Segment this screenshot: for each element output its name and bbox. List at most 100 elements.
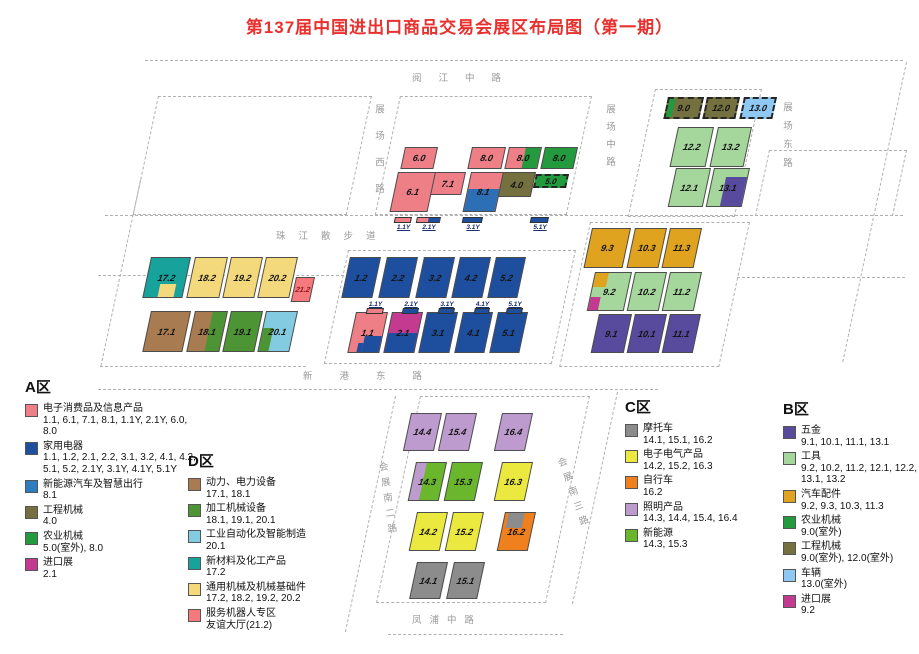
legend-item: 新能源 14.3, 15.3 xyxy=(625,528,785,551)
hall-5.0: 5.0 xyxy=(533,174,569,188)
legend-item-halls: 9.1, 10.1, 11.1, 13.1 xyxy=(801,436,890,448)
mezzanine-bar xyxy=(393,217,412,223)
mezzanine-label: 1.1Y xyxy=(368,301,383,308)
legend-item-halls: 18.1, 19.1, 20.1 xyxy=(206,514,276,526)
legend-item: 加工机械设备 18.1, 19.1, 20.1 xyxy=(188,503,366,526)
hall-4.0: 4.0 xyxy=(497,172,536,197)
mezzanine-label: 3.1Y xyxy=(466,224,480,231)
hall-color-part xyxy=(361,336,382,352)
hall-label: 5.2 xyxy=(499,272,514,283)
legend-item-halls: 1.1, 6.1, 7.1, 8.1, 1.1Y, 2.1Y, 6.0, 8.0 xyxy=(43,414,188,438)
hall-label: 17.2 xyxy=(156,272,177,283)
hall-label: 11.3 xyxy=(672,243,692,253)
hall-color-part xyxy=(587,296,601,310)
dashed-road-line xyxy=(737,277,905,278)
legend-item-halls: 20.1 xyxy=(206,540,226,552)
road-label-xingang-dong-road: 新港东路 xyxy=(303,372,450,382)
legend-item: 进口展 9.2 xyxy=(783,594,917,617)
mezzanine-bar xyxy=(473,308,490,314)
legend-item: 动力、电力设备 17.1, 18.1 xyxy=(188,477,366,500)
hall-label: 8.1 xyxy=(475,187,491,197)
legend-item-halls: 友谊大厅(21.2) xyxy=(206,619,273,631)
legend-item-text: 加工机械设备 18.1, 19.1, 20.1 xyxy=(206,503,276,526)
road-label-fengpu-zhong-road: 凤浦中路 xyxy=(412,616,483,626)
hall-label: 18.2 xyxy=(197,272,217,283)
legend-a: A区电子消费品及信息产品 1.1, 6.1, 7.1, 8.1, 1.1Y, 2.… xyxy=(25,376,197,583)
legend-color-swatch xyxy=(25,531,38,545)
legend-color-swatch xyxy=(188,478,201,491)
legend-item: 汽车配件 9.2, 9.3, 10.3, 11.3 xyxy=(783,489,917,512)
mezzanine-bar xyxy=(415,217,441,223)
legend-title-a: A区 xyxy=(25,379,51,396)
legend-item-name: 车辆 xyxy=(801,567,821,579)
road-label-yuejiang-zhong-road: 阅江中路 xyxy=(412,74,519,84)
legend-item: 工业自动化及智能制造 20.1 xyxy=(188,529,366,552)
hall-13.1: 13.1 xyxy=(705,168,750,207)
hall-17.2: 17.2 xyxy=(142,257,191,298)
hall-label: 10.1 xyxy=(637,328,657,339)
hall-label: 14.2 xyxy=(418,526,439,537)
legend-color-swatch xyxy=(25,479,38,493)
mezzanine-2.1Y: 2.1Y xyxy=(401,300,419,314)
hall-label: 5.0 xyxy=(544,176,558,186)
legend-item: 工具 9.2, 10.2, 11.2, 12.1, 12.2, 13.1, 13.… xyxy=(783,451,917,486)
hall-12.0: 12.0 xyxy=(702,97,740,119)
legend-item-name: 新能源汽车及智慧出行 xyxy=(43,478,143,490)
legend-item-halls: 14.1, 15.1, 16.2 xyxy=(643,434,713,446)
legend-color-swatch xyxy=(188,530,201,544)
mezzanine-label: 2.1Y xyxy=(422,224,436,231)
hall-label: 3.2 xyxy=(427,272,443,283)
legend-item-name: 工程机械 xyxy=(801,541,841,553)
legend-item-halls: 9.2, 10.2, 11.2, 12.1, 12.2, 13.1, 13.2 xyxy=(801,462,918,486)
hall-label: 4.1 xyxy=(466,327,481,338)
legend-item: 摩托车 14.1, 15.1, 16.2 xyxy=(625,423,785,446)
legend-item: 照明产品 14.3, 14.4, 15.4, 16.4 xyxy=(625,502,785,525)
mezzanine-3.1Y: 3.1Y xyxy=(437,300,455,314)
hall-label: 11.2 xyxy=(672,286,692,297)
legend-item-halls: 16.2 xyxy=(643,486,663,498)
hall-label: 20.1 xyxy=(267,326,288,337)
legend-item-name: 农业机械 xyxy=(43,530,83,542)
legend-title-c: C区 xyxy=(625,399,651,416)
legend-item: 进口展 2.1 xyxy=(25,557,197,580)
mezzanine-2.1Y: 2.1Y xyxy=(415,217,441,231)
legend-item-name: 汽车配件 xyxy=(801,488,841,500)
hall-label: 19.1 xyxy=(232,326,253,337)
legend-item-name: 新材料及化工产品 xyxy=(206,555,286,567)
road-label-huizhan-nan-2-road: 会展南二路 xyxy=(376,461,397,540)
legend-item-text: 工业自动化及智能制造 20.1 xyxy=(206,529,306,552)
legend-item-name: 进口展 xyxy=(43,557,73,569)
dashed-road-line xyxy=(100,366,306,367)
legend-item-text: 电子消费品及信息产品 1.1, 6.1, 7.1, 8.1, 1.1Y, 2.1Y… xyxy=(43,403,197,438)
legend-item-text: 进口展 2.1 xyxy=(43,557,73,580)
legend-item: 农业机械 5.0(室外), 8.0 xyxy=(25,531,197,554)
legend-color-swatch xyxy=(783,568,796,582)
hall-18.2: 18.2 xyxy=(186,257,228,298)
hall-label: 19.2 xyxy=(232,272,253,283)
legend-item-name: 农业机械 xyxy=(801,515,841,527)
legend-item-halls: 17.2 xyxy=(206,567,226,579)
legend-title-d: D区 xyxy=(188,453,214,470)
hall-17.1: 17.1 xyxy=(142,311,191,352)
hall-label: 10.2 xyxy=(637,286,657,297)
hall-label: 15.2 xyxy=(454,526,475,537)
legend-item-halls: 9.0(室外), 12.0(室外) xyxy=(801,552,894,564)
legend-item-halls: 14.3, 15.3 xyxy=(643,539,688,551)
legend-item-halls: 5.0(室外), 8.0 xyxy=(43,542,104,554)
legend-item-text: 农业机械 9.0(室外) xyxy=(801,515,842,538)
hall-label: 8.0 xyxy=(515,153,531,163)
hall-label: 16.3 xyxy=(503,476,524,487)
legend-color-swatch xyxy=(625,476,638,490)
legend-item-halls: 8.1 xyxy=(43,490,57,502)
legend-item-name: 进口展 xyxy=(801,593,831,605)
legend-item-halls: 17.1, 18.1 xyxy=(206,488,251,500)
legend-item: 电子电气产品 14.2, 15.2, 16.3 xyxy=(625,449,785,472)
legend-b: B区 五金 9.1, 10.1, 11.1, 13.1 工具 9.2, 10.2, 11… xyxy=(783,398,917,620)
hall-label: 13.0 xyxy=(748,103,768,113)
legend-color-swatch xyxy=(188,582,201,596)
legend-color-swatch xyxy=(188,556,201,570)
legend-item-name: 工具 xyxy=(801,451,821,463)
hall-label: 1.2 xyxy=(353,272,369,283)
hall-19.1: 19.1 xyxy=(222,311,263,352)
